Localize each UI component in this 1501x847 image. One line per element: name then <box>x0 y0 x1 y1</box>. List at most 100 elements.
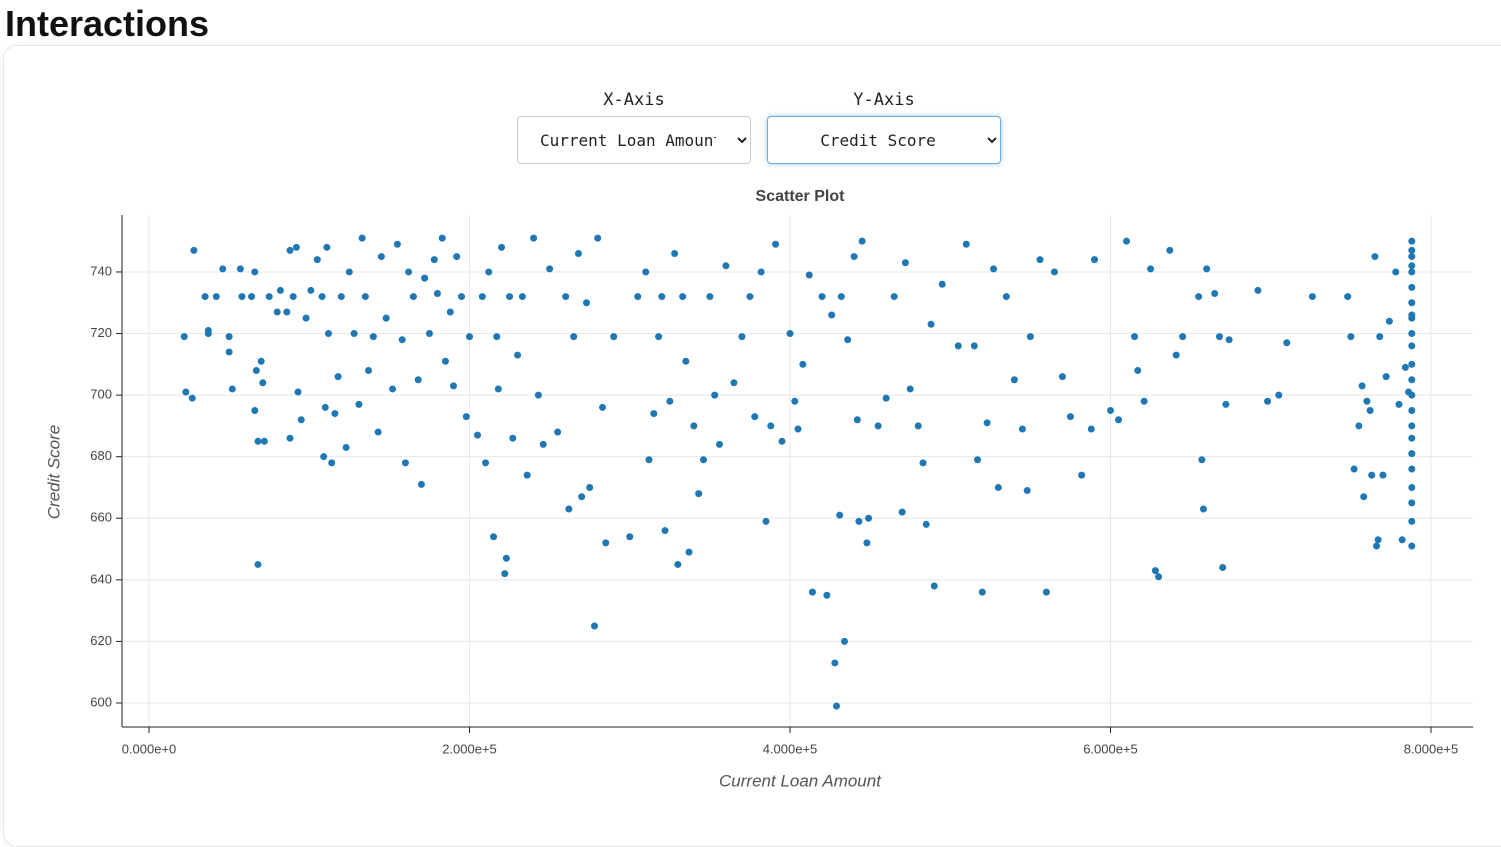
point <box>1408 465 1416 473</box>
point <box>772 240 780 248</box>
point <box>1131 333 1139 341</box>
point <box>983 419 991 427</box>
point <box>722 262 730 270</box>
point <box>1018 425 1026 433</box>
point <box>786 330 794 338</box>
point <box>767 422 775 430</box>
point <box>1408 262 1416 270</box>
point <box>251 268 259 276</box>
point <box>1408 246 1416 254</box>
point <box>570 333 578 341</box>
point <box>355 400 363 408</box>
point <box>778 437 786 445</box>
point <box>453 253 461 261</box>
y-tick-label: 720 <box>90 325 112 340</box>
point <box>554 428 562 436</box>
point <box>313 256 321 264</box>
point <box>1408 342 1416 350</box>
point <box>1066 413 1074 421</box>
point <box>523 471 531 479</box>
point <box>502 554 510 562</box>
point <box>1408 499 1416 507</box>
point <box>874 422 882 430</box>
point <box>962 240 970 248</box>
point <box>751 413 759 421</box>
point <box>679 293 687 301</box>
x-select[interactable]: Current Loan Amount <box>517 116 751 164</box>
point <box>682 357 690 365</box>
point <box>252 366 260 374</box>
point <box>342 443 350 451</box>
point <box>1373 542 1381 550</box>
point <box>530 234 538 242</box>
point <box>1264 397 1272 405</box>
point <box>574 249 582 257</box>
point <box>1198 456 1206 464</box>
point <box>462 413 470 421</box>
point <box>1058 373 1066 381</box>
point <box>518 293 526 301</box>
point <box>328 459 336 467</box>
point <box>863 539 871 547</box>
point <box>1408 376 1416 384</box>
point <box>433 290 441 298</box>
point <box>219 265 227 273</box>
point <box>265 293 273 301</box>
point <box>954 342 962 350</box>
point <box>730 379 738 387</box>
point <box>850 253 858 261</box>
point <box>1179 333 1187 341</box>
point <box>382 314 390 322</box>
point <box>318 293 326 301</box>
point <box>626 533 634 541</box>
point <box>228 385 236 393</box>
point <box>927 320 935 328</box>
point <box>257 357 265 365</box>
point <box>890 293 898 301</box>
point <box>690 422 698 430</box>
point <box>1408 283 1416 291</box>
point <box>546 265 554 273</box>
point <box>853 416 861 424</box>
y-tick-label: 740 <box>90 263 112 278</box>
point <box>1392 268 1400 276</box>
point <box>1395 400 1403 408</box>
point <box>1366 407 1374 415</box>
point <box>438 234 446 242</box>
point <box>655 333 663 341</box>
point <box>482 459 490 467</box>
x-control: X-Axis Current Loan Amount <box>517 90 751 164</box>
y-tick-label: 680 <box>90 448 112 463</box>
y-select[interactable]: Credit Score <box>767 116 1001 164</box>
point <box>1385 317 1393 325</box>
point <box>1036 256 1044 264</box>
point <box>398 336 406 344</box>
point <box>506 293 514 301</box>
point <box>276 286 284 294</box>
point <box>1140 397 1148 405</box>
point <box>377 253 385 261</box>
point <box>1195 293 1203 301</box>
point <box>323 243 331 251</box>
page-title: Interactions <box>5 3 210 44</box>
point <box>738 333 746 341</box>
point <box>970 342 978 350</box>
point <box>1344 293 1352 301</box>
point <box>334 373 342 381</box>
point <box>914 422 922 430</box>
point <box>1358 382 1366 390</box>
y-tick-label: 660 <box>90 510 112 525</box>
point <box>1147 265 1155 273</box>
point <box>286 434 294 442</box>
point <box>901 259 909 267</box>
point <box>1203 265 1211 273</box>
y-control: Y-Axis Credit Score <box>767 90 1001 164</box>
point <box>365 366 373 374</box>
point <box>409 293 417 301</box>
point <box>425 330 433 338</box>
point <box>446 308 454 316</box>
point <box>1026 333 1034 341</box>
point <box>922 520 930 528</box>
point <box>490 533 498 541</box>
point <box>345 268 353 276</box>
